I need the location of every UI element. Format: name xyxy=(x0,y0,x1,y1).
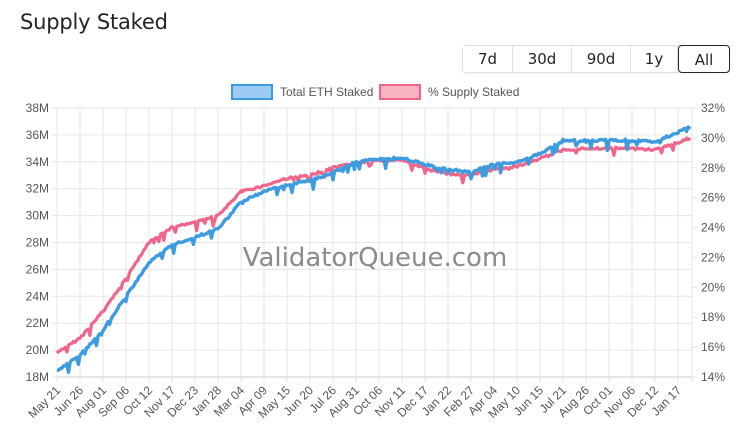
range-1y-button[interactable]: 1y xyxy=(631,46,678,72)
legend-swatch-eth xyxy=(231,84,273,100)
y-right-tick-label: 20% xyxy=(701,280,725,294)
y-left-tick-label: 24M xyxy=(26,289,49,303)
y-right-tick-label: 32% xyxy=(701,101,725,115)
y-left-tick-label: 22M xyxy=(26,316,49,330)
series-line-total-eth xyxy=(56,125,692,374)
watermark: ValidatorQueue.com xyxy=(243,243,508,273)
legend-label-eth: Total ETH Staked xyxy=(280,85,374,99)
range-selector: 7d 30d 90d 1y All xyxy=(462,45,730,73)
y-left-tick-label: 38M xyxy=(26,101,49,115)
y-right-tick-label: 18% xyxy=(701,310,725,324)
y-left-tick-label: 26M xyxy=(26,262,49,276)
range-all-button[interactable]: All xyxy=(678,45,730,73)
y-left-tick-label: 20M xyxy=(26,343,49,357)
legend-swatch-pct xyxy=(379,84,421,100)
legend-item-pct[interactable]: % Supply Staked xyxy=(379,84,519,100)
y-right-tick-label: 14% xyxy=(701,370,725,384)
page-title: Supply Staked xyxy=(20,10,168,34)
range-30d-button[interactable]: 30d xyxy=(513,46,572,72)
y-right-tick-label: 16% xyxy=(701,340,725,354)
y-left-tick-label: 34M xyxy=(26,155,49,169)
chart-legend: Total ETH Staked % Supply Staked xyxy=(0,84,748,100)
y-left-tick-label: 18M xyxy=(26,370,49,384)
range-7d-button[interactable]: 7d xyxy=(463,46,513,72)
y-right-tick-label: 26% xyxy=(701,191,725,205)
range-90d-button[interactable]: 90d xyxy=(572,46,631,72)
y-left-tick-label: 36M xyxy=(26,128,49,142)
y-left-tick-label: 30M xyxy=(26,209,49,223)
y-right-tick-label: 30% xyxy=(701,131,725,145)
y-left-tick-label: 32M xyxy=(26,182,49,196)
y-right-tick-label: 28% xyxy=(701,161,725,175)
y-left-tick-label: 28M xyxy=(26,236,49,250)
y-right-tick-label: 22% xyxy=(701,250,725,264)
legend-label-pct: % Supply Staked xyxy=(428,85,520,99)
y-right-tick-label: 24% xyxy=(701,221,725,235)
legend-item-eth[interactable]: Total ETH Staked xyxy=(231,84,373,100)
